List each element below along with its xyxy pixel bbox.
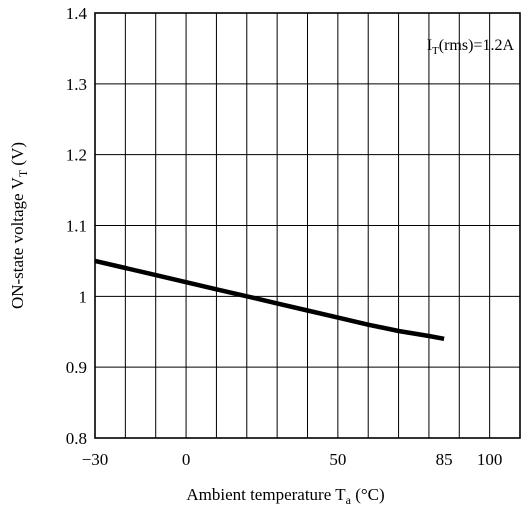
series-line	[94, 258, 445, 342]
x-tick-label: 0	[182, 450, 191, 469]
y-tick-label: 1.2	[66, 146, 87, 165]
plot-frame	[94, 12, 521, 439]
x-axis-title: Ambient temperature Ta (°C)	[186, 485, 384, 507]
x-tick-labels: −30 0 50 85 100	[82, 450, 503, 469]
y-tick-label: 1.1	[66, 217, 87, 236]
x-tick-label: 50	[329, 450, 346, 469]
current-annotation: IT(rms)=1.2A	[427, 37, 515, 57]
y-axis-title: ON-state voltage VT (V)	[8, 142, 30, 309]
y-tick-label: 1.4	[66, 4, 88, 23]
y-tick-label: 0.9	[66, 358, 87, 377]
y-tick-label: 1	[79, 287, 88, 306]
x-tick-label: −30	[82, 450, 109, 469]
x-tick-label: 100	[477, 450, 503, 469]
x-tick-label: 85	[436, 450, 453, 469]
y-tick-label: 1.3	[66, 75, 87, 94]
gridlines	[95, 13, 520, 438]
y-tick-label: 0.8	[66, 429, 87, 448]
y-tick-labels: 0.8 0.9 1 1.1 1.2 1.3 1.4	[66, 4, 88, 448]
